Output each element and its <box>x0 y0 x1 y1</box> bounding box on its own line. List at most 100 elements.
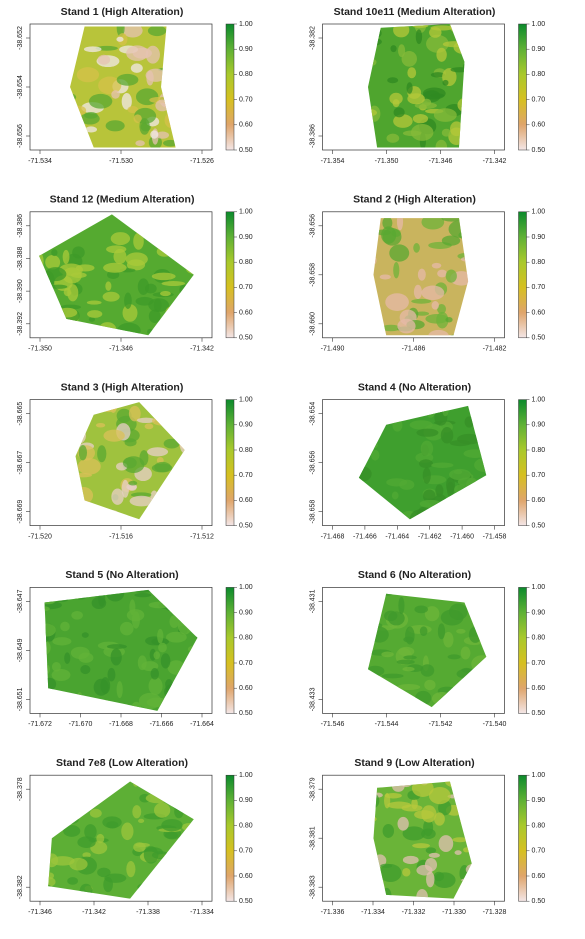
raster <box>315 583 509 719</box>
raster-patch <box>382 888 392 905</box>
raster-patch <box>352 816 367 828</box>
y-tick-label: -38.652 <box>17 26 24 50</box>
raster-patch <box>182 823 198 831</box>
raster-patch <box>53 320 72 327</box>
x-tick-label: -71.460 <box>450 533 474 540</box>
raster-patch <box>33 469 56 485</box>
raster-patch <box>457 669 480 679</box>
raster-patch <box>327 606 344 620</box>
raster-patch <box>364 680 374 695</box>
raster-patch <box>181 677 188 683</box>
raster-patch <box>390 45 396 52</box>
raster-patch <box>122 480 129 498</box>
raster-patch <box>51 32 59 37</box>
colorbar-label: 0.50 <box>532 898 546 905</box>
colorbar-label: 0.60 <box>532 122 546 129</box>
raster-patch <box>196 633 216 641</box>
raster-patch <box>494 658 510 664</box>
colorbar-label: 1.00 <box>532 21 546 28</box>
raster-patch <box>200 611 215 622</box>
raster-patch <box>316 497 331 513</box>
raster-patch <box>393 22 409 37</box>
raster-patch <box>165 679 173 690</box>
map-panel: Stand 1 (High Alteration)-71.534-71.530-… <box>17 6 253 165</box>
raster-patch <box>442 235 460 245</box>
raster-patch <box>106 120 125 131</box>
x-tick-label: -71.346 <box>28 909 52 916</box>
y-tick-label: -38.654 <box>309 402 316 426</box>
colorbar-label: 0.80 <box>239 635 253 642</box>
raster-patch <box>35 52 53 64</box>
raster-patch <box>64 474 80 486</box>
raster-patch <box>410 509 433 527</box>
raster-patch <box>463 310 476 319</box>
y-tick-label: -38.669 <box>17 500 24 524</box>
raster-patch <box>34 846 40 861</box>
raster-patch <box>458 792 466 803</box>
raster-patch <box>168 103 184 112</box>
x-tick-label: -71.526 <box>190 158 214 165</box>
raster-patch <box>381 588 395 596</box>
raster-patch <box>38 876 56 887</box>
raster-patch <box>146 793 170 803</box>
raster <box>312 393 511 528</box>
raster-patch <box>106 245 126 253</box>
raster-patch <box>455 850 462 855</box>
raster-patch <box>134 205 142 221</box>
y-tick-label: -38.379 <box>309 777 316 801</box>
y-tick-label: -38.382 <box>17 875 24 899</box>
raster-patch <box>173 466 196 478</box>
raster-patch <box>352 681 362 690</box>
raster-patch <box>399 480 414 490</box>
raster-patch <box>488 404 508 415</box>
raster-patch <box>344 824 361 831</box>
raster-patch <box>387 802 411 809</box>
raster-patch <box>344 843 359 861</box>
raster-patch <box>102 816 121 828</box>
raster-patch <box>472 830 486 843</box>
colorbar-label: 0.80 <box>532 822 546 829</box>
raster-patch <box>58 491 75 498</box>
y-tick-label: -38.382 <box>309 26 316 50</box>
raster-patch <box>492 55 499 69</box>
raster-patch <box>193 53 203 67</box>
raster-patch <box>383 410 399 418</box>
raster-patch <box>148 26 166 37</box>
raster-patch <box>479 319 491 329</box>
raster-patch <box>99 322 117 337</box>
x-tick-label: -71.334 <box>361 909 385 916</box>
raster-patch <box>149 602 171 609</box>
raster-patch <box>120 622 134 635</box>
raster-patch <box>99 700 111 706</box>
raster-patch <box>474 128 492 139</box>
raster-patch <box>62 217 76 232</box>
raster-patch <box>432 263 441 269</box>
raster-patch <box>431 462 453 468</box>
raster-patch <box>474 703 489 713</box>
raster-patch <box>66 94 77 101</box>
x-tick-label: -71.530 <box>109 158 133 165</box>
y-tick-label: -38.378 <box>17 777 24 801</box>
raster-patch <box>134 593 151 597</box>
raster-patch <box>413 243 420 253</box>
raster-patch <box>472 672 487 677</box>
raster-patch <box>116 37 123 42</box>
colorbar-label: 0.60 <box>532 685 546 692</box>
raster-patch <box>35 884 52 889</box>
colorbar-label: 0.50 <box>532 710 546 717</box>
colorbar-label: 0.50 <box>239 335 253 342</box>
raster-patch <box>462 118 482 136</box>
raster-patch <box>481 46 504 63</box>
raster-patch <box>403 655 416 659</box>
x-tick-label: -71.458 <box>483 533 507 540</box>
raster-patch <box>144 218 158 223</box>
map-panel: Stand 9 (Low Alteration)-71.336-71.334-7… <box>309 757 545 916</box>
raster-patch <box>168 219 190 229</box>
raster-patch <box>174 805 184 818</box>
raster-patch <box>481 479 488 484</box>
raster-patch <box>187 130 205 147</box>
raster-patch <box>432 301 439 310</box>
raster-patch <box>87 310 102 318</box>
raster-patch <box>416 889 428 905</box>
raster-patch <box>126 861 135 877</box>
